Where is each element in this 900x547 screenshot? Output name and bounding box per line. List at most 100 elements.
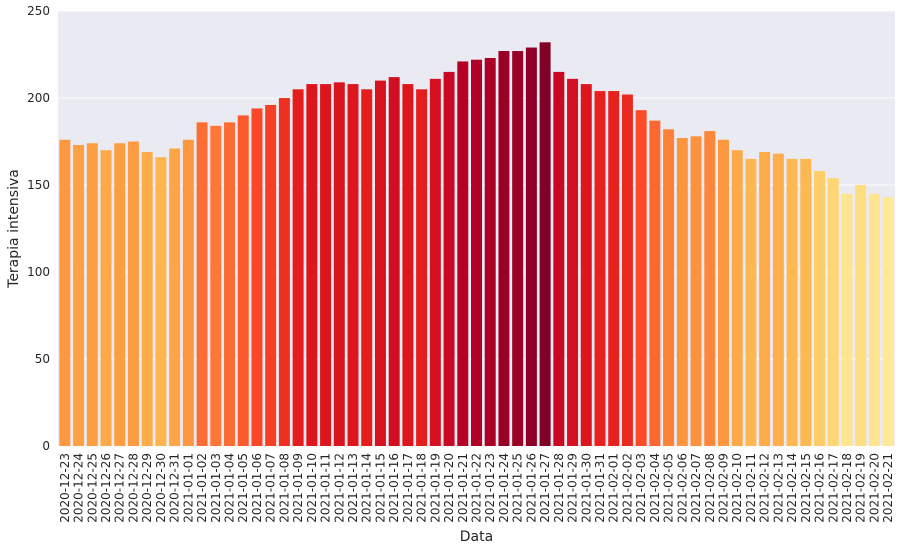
bar [59,139,71,446]
x-tick-label: 2021-01-20 [442,453,456,523]
x-tick-label: 2020-12-30 [154,453,168,523]
x-tick-label: 2021-01-16 [387,453,401,523]
bar [484,57,496,446]
bar [265,104,277,447]
x-tick-label: 2021-02-11 [744,453,758,523]
bar [827,178,839,447]
x-tick-label: 2021-01-14 [360,453,374,523]
bar [374,80,386,446]
bar [86,143,98,447]
bar [306,84,318,446]
y-tick-label: 100 [27,265,50,279]
bar [676,138,688,446]
x-tick-label: 2021-02-01 [607,453,621,523]
bar [416,89,428,447]
bar [471,59,482,446]
bar [127,141,139,446]
x-tick-label: 2020-12-23 [58,453,72,523]
bar [224,122,236,447]
bar [182,139,194,446]
x-tick-label: 2021-01-09 [291,453,305,523]
x-tick-label: 2020-12-24 [72,453,86,523]
bar [114,143,126,447]
y-tick-label: 50 [35,352,50,366]
x-tick-label: 2021-02-09 [716,453,730,523]
x-axis-label: Data [460,529,493,545]
bar [498,51,510,447]
x-tick-label: 2021-01-13 [346,453,360,523]
bar [621,94,633,447]
bar [457,61,469,447]
bar [690,136,702,446]
bar [868,193,880,446]
bar [635,110,647,447]
bar [320,84,332,446]
x-tick-label: 2021-01-26 [524,453,538,523]
bar [141,151,153,446]
x-tick-label: 2021-01-12 [332,453,346,523]
y-axis-ticks: 0 50 100 150 200 250 [27,4,50,453]
bar [196,122,208,447]
bar [100,150,112,446]
x-tick-label: 2021-01-19 [428,453,442,523]
x-tick-label: 2021-02-08 [703,453,717,523]
bar [649,120,661,447]
bar [704,131,716,446]
bar [772,153,784,446]
x-tick-label: 2020-12-28 [126,453,140,523]
x-tick-label: 2021-01-11 [319,453,333,523]
x-tick-label: 2021-02-06 [675,453,689,523]
bars [59,42,894,447]
x-tick-label: 2021-01-22 [470,453,484,523]
x-tick-label: 2021-01-05 [236,453,250,523]
bar [841,193,853,446]
x-tick-label: 2021-01-02 [195,453,209,523]
bar [567,78,579,447]
x-tick-label: 2021-01-23 [483,453,497,523]
x-tick-label: 2021-01-04 [223,453,237,523]
bar [800,158,812,446]
x-tick-label: 2021-02-16 [813,453,827,523]
bar [251,108,263,446]
bar [361,89,373,447]
x-tick-label: 2020-12-25 [85,453,99,523]
bar [855,185,867,446]
x-tick-label: 2021-02-02 [620,453,634,523]
x-tick-label: 2021-02-15 [799,453,813,523]
x-tick-label: 2021-02-03 [634,453,648,523]
x-tick-label: 2021-02-13 [771,453,785,523]
bar [814,171,826,446]
bar [210,125,222,446]
bar [553,71,565,447]
x-tick-label: 2020-12-31 [168,453,182,523]
bar [429,78,441,447]
x-tick-label: 2021-01-08 [277,453,291,523]
bar [237,115,249,447]
x-tick-label: 2020-12-29 [140,453,154,523]
bar [443,71,455,447]
y-tick-label: 150 [27,178,50,192]
bar [278,98,290,446]
x-tick-label: 2021-01-03 [209,453,223,523]
bar [882,197,894,446]
bar [402,84,414,446]
x-tick-label: 2021-02-07 [689,453,703,523]
bar [786,158,798,446]
bar [731,150,743,446]
x-tick-label: 2021-02-10 [730,453,744,523]
x-tick-label: 2021-02-04 [648,453,662,523]
bar [388,77,400,447]
bar [347,84,359,446]
x-tick-label: 2021-01-17 [401,453,415,523]
x-tick-label: 2021-01-10 [305,453,319,523]
x-tick-label: 2021-01-30 [579,453,593,523]
bar [155,157,167,446]
bar [663,129,675,446]
x-tick-label: 2021-01-31 [593,453,607,523]
x-tick-label: 2021-01-01 [181,453,195,523]
x-tick-label: 2021-02-21 [881,453,895,523]
x-tick-label: 2021-01-27 [538,453,552,523]
x-tick-label: 2021-02-18 [840,453,854,523]
bar [525,47,537,446]
